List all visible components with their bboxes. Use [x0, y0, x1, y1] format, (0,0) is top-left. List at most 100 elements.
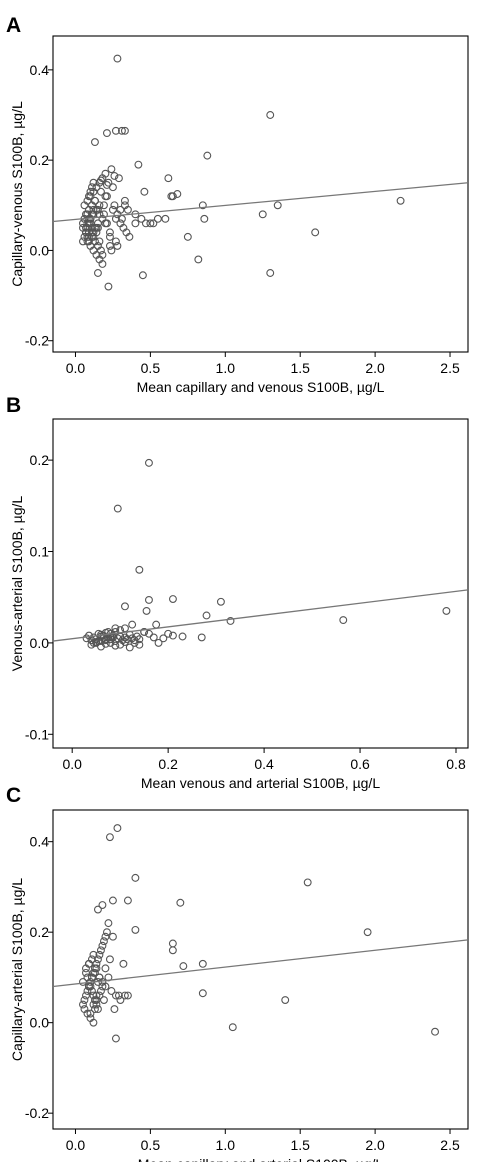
x-tick-label-c: 2.5 — [440, 1137, 460, 1153]
data-point — [95, 950, 104, 959]
data-point — [99, 937, 108, 946]
data-point — [113, 504, 122, 513]
data-point — [363, 928, 372, 937]
data-point — [125, 232, 134, 241]
data-point — [145, 458, 153, 467]
data-point — [311, 228, 320, 237]
data-point — [96, 246, 105, 255]
data-point — [138, 271, 147, 280]
data-point — [93, 269, 102, 277]
data-point — [96, 987, 105, 995]
data-point — [110, 1005, 119, 1014]
data-point — [86, 1009, 95, 1018]
x-tick-label-a: 1.5 — [290, 360, 310, 376]
data-point — [101, 932, 110, 941]
data-point — [266, 111, 275, 119]
data-point — [108, 896, 117, 905]
y-tick-label-b: 0.2 — [30, 452, 50, 468]
plot-frame-c — [52, 809, 469, 1130]
data-point — [131, 219, 140, 228]
data-point — [111, 641, 120, 650]
data-point — [82, 228, 90, 237]
data-point — [273, 201, 282, 210]
panel-label-c: C — [6, 784, 21, 807]
x-tick-label-c: 0.5 — [141, 1137, 161, 1153]
data-point — [86, 219, 95, 228]
data-point — [101, 964, 110, 973]
data-point — [153, 214, 162, 223]
y-tick-label-b: 0.0 — [30, 635, 50, 651]
data-point — [89, 178, 98, 187]
data-point — [339, 616, 348, 625]
data-point — [93, 205, 102, 214]
data-point — [131, 873, 140, 882]
y-tick-label-b: 0.1 — [30, 544, 50, 560]
data-point — [93, 219, 102, 228]
data-point — [168, 631, 177, 640]
data-point — [92, 228, 101, 237]
scatter-plot-b: B 0.0 0.2 0.4 0.6 0.8 -0.1 0.0 0.1 0.2 Mean venous… — [6, 394, 469, 791]
data-point — [102, 192, 111, 201]
data-point — [119, 959, 128, 968]
data-point — [137, 214, 146, 223]
data-point — [131, 925, 140, 934]
data-point — [134, 160, 143, 169]
x-tick-label-c: 1.5 — [290, 1137, 310, 1153]
data-point — [114, 991, 123, 1000]
chart-panel-b: B 0.0 0.2 0.4 0.6 0.8 -0.1 0.0 0.1 0.2 Mean venous… — [0, 387, 477, 791]
data-point — [164, 174, 173, 183]
y-axis-label-c: Capillary-arterial S100B, µg/L — [9, 878, 25, 1061]
data-point — [90, 996, 99, 1004]
y-tick-label-a: 0.4 — [30, 62, 50, 78]
x-axis-label-c: Mean capillary and arterial S100B, µg/L — [138, 1156, 384, 1162]
plot-frame-b — [52, 418, 469, 749]
data-point — [105, 833, 114, 842]
data-point — [83, 232, 92, 241]
data-point — [159, 634, 168, 643]
data-point — [90, 196, 99, 205]
data-point — [154, 638, 163, 647]
data-point — [168, 946, 177, 955]
data-point — [121, 602, 129, 611]
data-point — [85, 959, 93, 968]
data-point — [98, 941, 107, 950]
data-point — [152, 620, 161, 629]
data-point — [111, 237, 120, 246]
x-tick-label-c: 0.0 — [66, 1137, 86, 1153]
data-point — [98, 901, 107, 909]
y-tick-label-a: 0.2 — [30, 152, 50, 168]
data-point — [83, 973, 92, 982]
data-point — [113, 824, 122, 833]
data-point — [79, 1000, 87, 1009]
data-point — [161, 214, 170, 223]
x-tick-label-b: 0.2 — [158, 756, 178, 772]
data-point — [79, 237, 87, 246]
data-point — [101, 169, 110, 178]
data-point — [111, 1034, 120, 1043]
data-point — [149, 633, 158, 642]
data-point — [202, 611, 211, 620]
data-point — [88, 223, 96, 232]
data-point — [86, 187, 95, 196]
scatter-plot-c: C 0.0 0.5 1.0 1.5 2.0 2.5 -0.2 0.0 0.2 0.4 Mean cap… — [6, 784, 469, 1162]
data-point — [111, 624, 120, 633]
data-point — [95, 201, 104, 210]
panel-label-a: A — [6, 14, 21, 37]
data-point — [99, 210, 108, 219]
data-point — [107, 165, 116, 174]
data-point — [168, 939, 177, 948]
panel-label-b: B — [6, 394, 21, 417]
x-axis-label-a: Mean capillary and venous S100B, µg/L — [137, 379, 385, 395]
data-point — [90, 1005, 99, 1014]
data-point — [431, 1027, 439, 1036]
data-point — [101, 982, 110, 991]
x-tick-label-a: 0.0 — [66, 360, 86, 376]
data-point — [101, 219, 110, 228]
data-point — [104, 919, 113, 928]
x-tick-label-a: 0.5 — [141, 360, 161, 376]
y-tick-label-c: -0.2 — [25, 1105, 49, 1121]
plot-frame-a — [52, 35, 469, 353]
x-tick-label-a: 2.5 — [440, 360, 460, 376]
data-point — [105, 228, 114, 237]
data-point — [85, 237, 93, 246]
